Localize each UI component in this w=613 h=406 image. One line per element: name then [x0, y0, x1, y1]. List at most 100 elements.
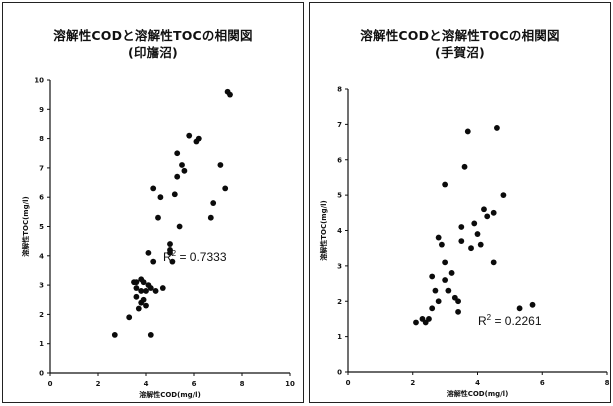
data-point	[140, 279, 147, 286]
data-point	[126, 314, 133, 321]
y-tick-label: 4	[39, 252, 44, 260]
data-point	[133, 293, 140, 300]
data-point	[227, 91, 233, 98]
y-tick-label: 8	[39, 135, 44, 143]
y-axis-title: 溶解性TOC(mg/l)	[319, 200, 328, 261]
y-tick-label: 6	[39, 194, 44, 202]
x-tick-label: 2	[410, 379, 415, 387]
chart-title: 溶解性CODと溶解性TOCの相関図	[360, 28, 560, 43]
x-tick-label: 0	[346, 379, 351, 387]
x-tick-label: 4	[475, 379, 480, 387]
data-point	[171, 191, 178, 198]
r-squared-symbol: R	[478, 314, 487, 328]
r-squared-annotation: R2 = 0.7333	[163, 249, 227, 264]
data-point	[152, 288, 159, 294]
data-point	[157, 194, 164, 201]
data-point	[174, 150, 181, 157]
r-squared-exponent: 2	[487, 313, 492, 322]
data-point	[458, 224, 465, 230]
y-tick-label: 3	[337, 262, 342, 270]
data-point	[438, 241, 445, 248]
x-tick-label: 2	[96, 380, 101, 388]
y-tick-label: 0	[337, 369, 342, 377]
data-point	[442, 259, 449, 266]
y-tick-label: 5	[337, 192, 342, 200]
data-point	[484, 213, 491, 220]
y-tick-label: 2	[39, 311, 44, 319]
data-point	[210, 200, 217, 206]
y-tick-label: 4	[337, 227, 342, 235]
data-point	[135, 305, 142, 312]
data-point	[133, 285, 140, 291]
data-point	[147, 332, 154, 338]
data-point	[147, 285, 154, 291]
y-tick-label: 10	[34, 77, 44, 85]
y-tick-label: 2	[337, 298, 342, 306]
x-tick-label: 8	[605, 379, 610, 387]
x-tick-label: 4	[144, 380, 149, 388]
data-point	[143, 302, 149, 309]
data-point	[159, 285, 166, 291]
chart-panel-teganuma: 溶解性CODと溶解性TOCの相関図 (手賀沼) 0 2 4 6 8 0 1 2 3 4 5 6 7 8 溶解…	[309, 2, 611, 403]
data-point	[413, 319, 419, 326]
data-point	[167, 249, 173, 256]
y-tick-label: 9	[39, 106, 44, 114]
data-point	[155, 214, 161, 221]
y-tick-label: 3	[39, 282, 44, 290]
x-tick-label: 8	[240, 380, 245, 388]
data-point	[429, 273, 436, 280]
y-tick-label: 7	[39, 164, 44, 172]
data-point	[138, 288, 145, 294]
y-tick-label: 8	[337, 86, 342, 94]
data-point	[458, 238, 465, 245]
data-point	[181, 167, 188, 174]
data-point	[140, 296, 147, 303]
y-tick-label: 1	[337, 333, 342, 341]
data-point	[179, 162, 185, 168]
data-point	[455, 308, 461, 315]
data-point	[133, 279, 140, 286]
x-tick-label: 6	[540, 379, 545, 387]
chart-subtitle: (印旛沼)	[128, 45, 178, 60]
x-tick-label: 10	[285, 380, 295, 388]
data-point	[111, 332, 118, 338]
data-point	[150, 258, 157, 265]
x-axis-title: 溶解性COD(mg/l)	[139, 390, 201, 399]
data-point	[195, 135, 202, 142]
data-point	[455, 298, 461, 305]
data-point	[435, 234, 442, 241]
y-tick-label: 6	[337, 156, 342, 164]
data-point	[426, 316, 432, 322]
data-point	[143, 288, 149, 294]
data-point	[169, 258, 176, 265]
data-point	[529, 301, 536, 308]
data-point	[432, 287, 439, 294]
y-tick-label: 0	[39, 370, 44, 378]
y-tick-label: 1	[39, 340, 44, 348]
chart-subtitle: (手賀沼)	[435, 45, 485, 60]
data-point	[448, 270, 455, 276]
x-axis-title: 溶解性COD(mg/l)	[447, 389, 509, 398]
data-point	[477, 241, 484, 248]
data-point	[461, 163, 468, 170]
x-tick-label: 0	[48, 380, 53, 388]
data-point	[494, 125, 500, 131]
data-point	[174, 173, 181, 180]
data-point	[167, 241, 173, 247]
chart-title: 溶解性CODと溶解性TOCの相関図	[53, 28, 253, 43]
data-point	[481, 206, 487, 213]
data-point	[500, 192, 507, 199]
data-point	[429, 305, 436, 312]
r-squared-value: = 0.2261	[491, 314, 542, 328]
r-squared-value: = 0.7333	[176, 250, 227, 264]
data-point	[207, 214, 214, 221]
x-tick-label: 6	[192, 380, 197, 388]
data-point	[435, 298, 442, 305]
r-squared-exponent: 2	[172, 249, 177, 258]
data-point	[490, 209, 497, 216]
y-tick-label: 5	[39, 223, 44, 231]
scatter-plot-inba: 0 2 4 6 8 10 0 1 2 3 4 5 6 7 8 9 10 溶解性COD(mg/l) 溶解性TOC(mg…	[21, 77, 295, 400]
data-point	[222, 185, 229, 192]
data-point	[186, 132, 193, 139]
data-point	[474, 231, 481, 237]
